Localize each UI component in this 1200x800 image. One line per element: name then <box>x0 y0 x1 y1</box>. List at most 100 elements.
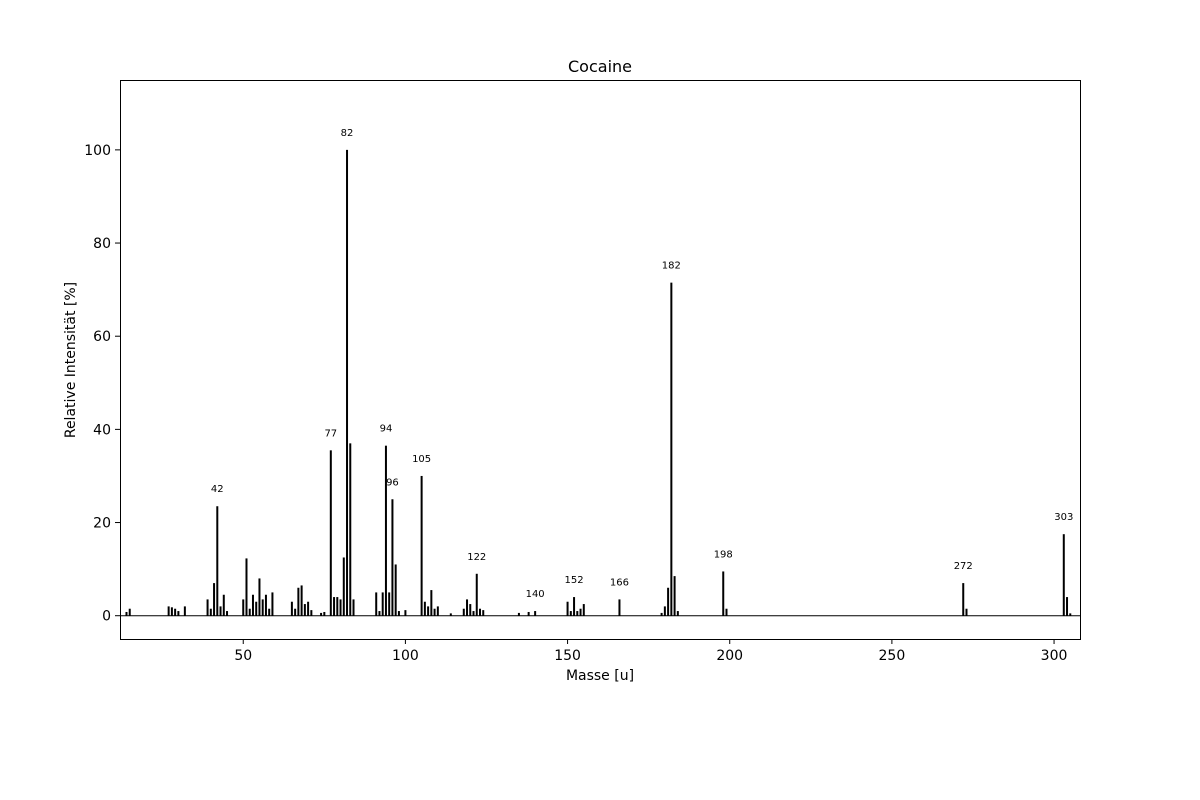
y-tick-label: 20 <box>93 516 111 532</box>
spectrum-bar <box>170 607 173 616</box>
spectrum-bar <box>339 599 342 616</box>
spectrum-bar <box>1069 613 1072 616</box>
spectrum-bar <box>534 611 537 616</box>
spectrum-bar <box>449 613 452 616</box>
spectrum-bar <box>472 611 475 616</box>
peak-labels-group: 42 77 82 94 96 105 122 140 152 166 182 198 272 303 <box>211 128 1073 600</box>
spectrum-bar <box>420 475 423 616</box>
peak-label: 198 <box>714 549 733 560</box>
spectrum-bar <box>381 592 384 616</box>
spectrum-bar <box>466 599 469 616</box>
spectrum-bar <box>255 601 258 616</box>
spectrum-bar <box>219 606 222 616</box>
y-tick-label: 100 <box>84 143 111 159</box>
x-axis-ticks: 50 100 150 200 250 300 <box>234 639 1067 664</box>
spectrum-bar <box>676 611 679 616</box>
spectrum-bar <box>482 610 485 616</box>
peak-label: 122 <box>467 552 486 563</box>
spectrum-bar <box>962 583 965 616</box>
spectrum-bar <box>566 601 569 616</box>
spectrum-bar <box>209 608 212 616</box>
y-tick-label: 80 <box>93 236 111 252</box>
peak-label: 140 <box>526 589 545 600</box>
x-tick-label: 150 <box>554 648 581 664</box>
spectrum-bar <box>303 604 306 616</box>
spectrum-bar <box>667 587 670 616</box>
spectrum-bar <box>206 599 209 616</box>
spectrum-bar <box>125 611 128 616</box>
spectrum-bar <box>251 594 254 616</box>
spectrum-bar <box>573 597 576 616</box>
spectrum-bar <box>333 597 336 616</box>
peak-label: 94 <box>380 424 393 435</box>
spectrum-bar <box>517 612 520 616</box>
y-tick-label: 40 <box>93 422 111 438</box>
y-tick-label: 60 <box>93 329 111 345</box>
peak-label: 182 <box>662 261 681 272</box>
spectrum-bar <box>965 608 968 616</box>
spectrum-bar <box>469 604 472 616</box>
spectrum-bar <box>1062 534 1065 616</box>
spectrum-bar <box>264 594 267 616</box>
spectrum-bar <box>346 149 349 616</box>
peak-label: 77 <box>324 428 337 439</box>
spectrum-bar <box>323 611 326 616</box>
spectrum-bar <box>310 610 313 616</box>
spectrum-bar <box>384 445 387 616</box>
bars-group <box>125 149 1072 616</box>
spectrum-bar <box>462 608 465 616</box>
spectrum-bar <box>475 573 478 616</box>
spectrum-bar <box>423 601 426 616</box>
spectrum-bar <box>336 597 339 616</box>
spectrum-bar <box>436 606 439 616</box>
spectrum-bar <box>725 608 728 616</box>
spectrum-bar <box>300 585 303 616</box>
spectrum-bar <box>722 571 725 616</box>
spectrum-bar <box>226 611 229 616</box>
x-tick-label: 250 <box>879 648 906 664</box>
spectrum-bar <box>329 450 332 616</box>
spectrum-bar <box>320 612 323 616</box>
y-axis-ticks: 0 20 40 60 80 100 <box>84 143 120 625</box>
spectrum-bar <box>297 587 300 616</box>
spectrum-bar <box>242 599 245 616</box>
spectrum-bar <box>378 611 381 616</box>
peak-label: 105 <box>412 454 431 465</box>
spectrum-bar <box>177 611 180 616</box>
x-tick-label: 300 <box>1041 648 1068 664</box>
y-axis-label: Relative Intensität [%] <box>63 282 79 438</box>
spectrum-bar <box>670 282 673 616</box>
spectrum-bar <box>248 608 251 616</box>
spectrum-bar <box>216 506 219 616</box>
spectrum-bar <box>673 576 676 616</box>
spectrum-bar <box>342 557 345 616</box>
spectrum-bar <box>128 608 131 616</box>
spectrum-bar <box>294 608 297 616</box>
spectrum-bar <box>569 611 572 616</box>
spectrum-bar <box>582 604 585 616</box>
spectrum-bar <box>404 610 407 616</box>
x-tick-label: 200 <box>716 648 743 664</box>
x-tick-label: 50 <box>234 648 252 664</box>
x-axis-label: Masse [u] <box>566 668 634 684</box>
spectrum-bar <box>479 608 481 616</box>
spectrum-bar <box>576 611 579 616</box>
spectrum-bar <box>167 606 170 616</box>
peak-label: 303 <box>1054 512 1073 523</box>
spectrum-bar <box>579 608 582 616</box>
spectrum-bar <box>660 612 663 616</box>
peak-label: 272 <box>954 561 973 572</box>
peak-label: 42 <box>211 484 224 495</box>
spectrum-bar <box>213 583 216 616</box>
spectrum-bar <box>391 499 394 616</box>
spectrum-bar <box>261 599 264 616</box>
spectrum-bar <box>258 578 261 616</box>
spectrum-bar <box>183 606 186 616</box>
spectrum-bar <box>290 601 293 616</box>
spectrum-bar <box>430 590 433 616</box>
spectrum-bar <box>375 592 378 616</box>
spectrum-bar <box>394 564 397 616</box>
peak-label: 96 <box>386 477 399 488</box>
spectrum-bar <box>352 599 355 616</box>
